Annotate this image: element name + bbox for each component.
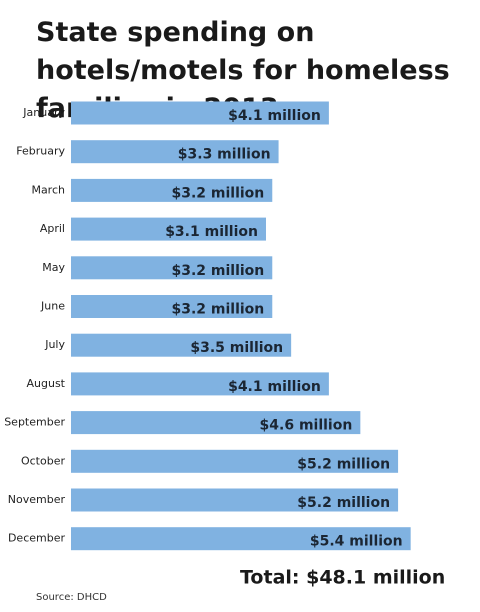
value-label: $3.3 million <box>178 147 271 163</box>
value-label: $3.5 million <box>190 340 283 356</box>
y-tick-label: December <box>8 532 66 545</box>
y-tick-label: March <box>31 183 65 196</box>
bar <box>71 256 273 280</box>
bar <box>71 449 399 473</box>
total-annotation: Total: $48.1 million <box>240 567 445 589</box>
y-tick-label: February <box>16 145 65 158</box>
value-label: $3.2 million <box>171 302 264 318</box>
value-label: $4.1 million <box>228 379 321 395</box>
value-label: $5.4 million <box>310 534 403 550</box>
y-tick-label: September <box>4 416 65 429</box>
source: Source: DHCD <box>36 592 107 603</box>
value-label: $5.2 million <box>297 495 390 511</box>
bar <box>71 527 411 551</box>
y-tick-label: May <box>42 261 65 274</box>
y-tick-label: June <box>40 300 65 313</box>
value-label: $3.2 million <box>171 263 264 279</box>
y-tick-label: July <box>44 338 65 351</box>
y-tick-label: August <box>27 377 66 390</box>
y-tick-label: October <box>21 454 65 467</box>
y-tick-label: January <box>22 106 65 119</box>
y-tick-label: November <box>8 493 66 506</box>
y-tick-label: April <box>40 222 65 235</box>
bar <box>71 488 399 512</box>
value-label: $5.2 million <box>297 456 390 472</box>
bar <box>71 101 329 125</box>
value-label: $3.2 million <box>171 185 264 201</box>
bar <box>71 140 279 164</box>
value-label: $3.1 million <box>165 224 258 240</box>
bar <box>71 372 329 396</box>
value-label: $4.6 million <box>260 418 353 434</box>
bar <box>71 217 266 241</box>
bar <box>71 333 292 357</box>
value-label: $4.1 million <box>228 108 321 124</box>
bar <box>71 178 273 202</box>
bar <box>71 411 361 435</box>
bar <box>71 295 273 318</box>
